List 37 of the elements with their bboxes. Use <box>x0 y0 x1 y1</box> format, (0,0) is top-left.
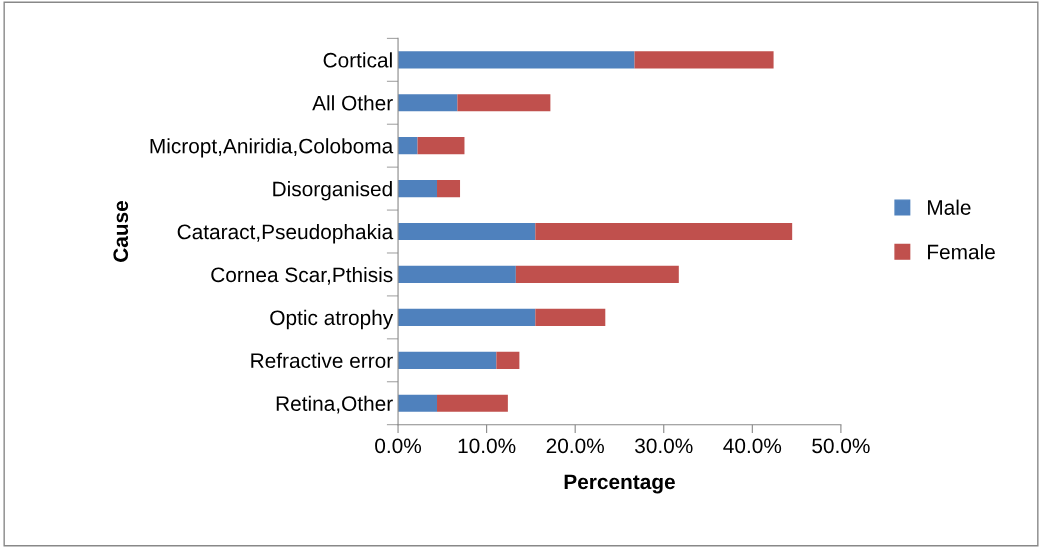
legend-label: Female <box>928 244 995 260</box>
x-tick-label: 20.0% <box>546 438 604 454</box>
bar <box>437 394 508 412</box>
bar <box>417 137 465 155</box>
bar <box>437 180 461 198</box>
bar <box>535 308 606 326</box>
bar <box>398 137 418 155</box>
bar <box>398 51 635 69</box>
bar <box>515 265 679 284</box>
y-tick-label: Refractive error <box>251 352 393 369</box>
y-tick-label: Optic atrophy <box>270 309 394 330</box>
x-axis-title: Percentage <box>564 474 675 494</box>
x-tick-label: 50.0% <box>812 438 870 454</box>
bar <box>535 222 793 241</box>
legend-label: Male <box>928 199 971 215</box>
y-tick-label: Retina,Other <box>276 395 393 414</box>
y-tick-label: Micropt,Aniridia,Coloboma <box>150 138 394 158</box>
y-tick-label: Cornea Scar,Pthisis <box>211 266 393 285</box>
bar <box>398 222 536 241</box>
bar <box>398 394 438 412</box>
x-tick-label: 40.0% <box>723 438 782 454</box>
bar <box>457 94 551 112</box>
bar <box>398 180 438 198</box>
x-tick-label: 10.0% <box>458 438 516 454</box>
bar <box>398 265 516 284</box>
bar <box>496 351 520 369</box>
x-tick-label: 30.0% <box>635 438 693 454</box>
bar <box>398 308 536 326</box>
bar <box>398 351 497 369</box>
y-tick-label: All Other <box>312 95 393 111</box>
y-tick-label: Cortical <box>323 52 392 68</box>
y-axis-title: Cause <box>113 200 129 262</box>
bar <box>634 51 774 69</box>
bar <box>398 94 458 112</box>
y-tick-label: Cataract,Pseudophakia <box>177 223 394 244</box>
y-tick-label: Disorganised <box>273 181 392 201</box>
x-tick-label: 0.0% <box>375 438 422 454</box>
